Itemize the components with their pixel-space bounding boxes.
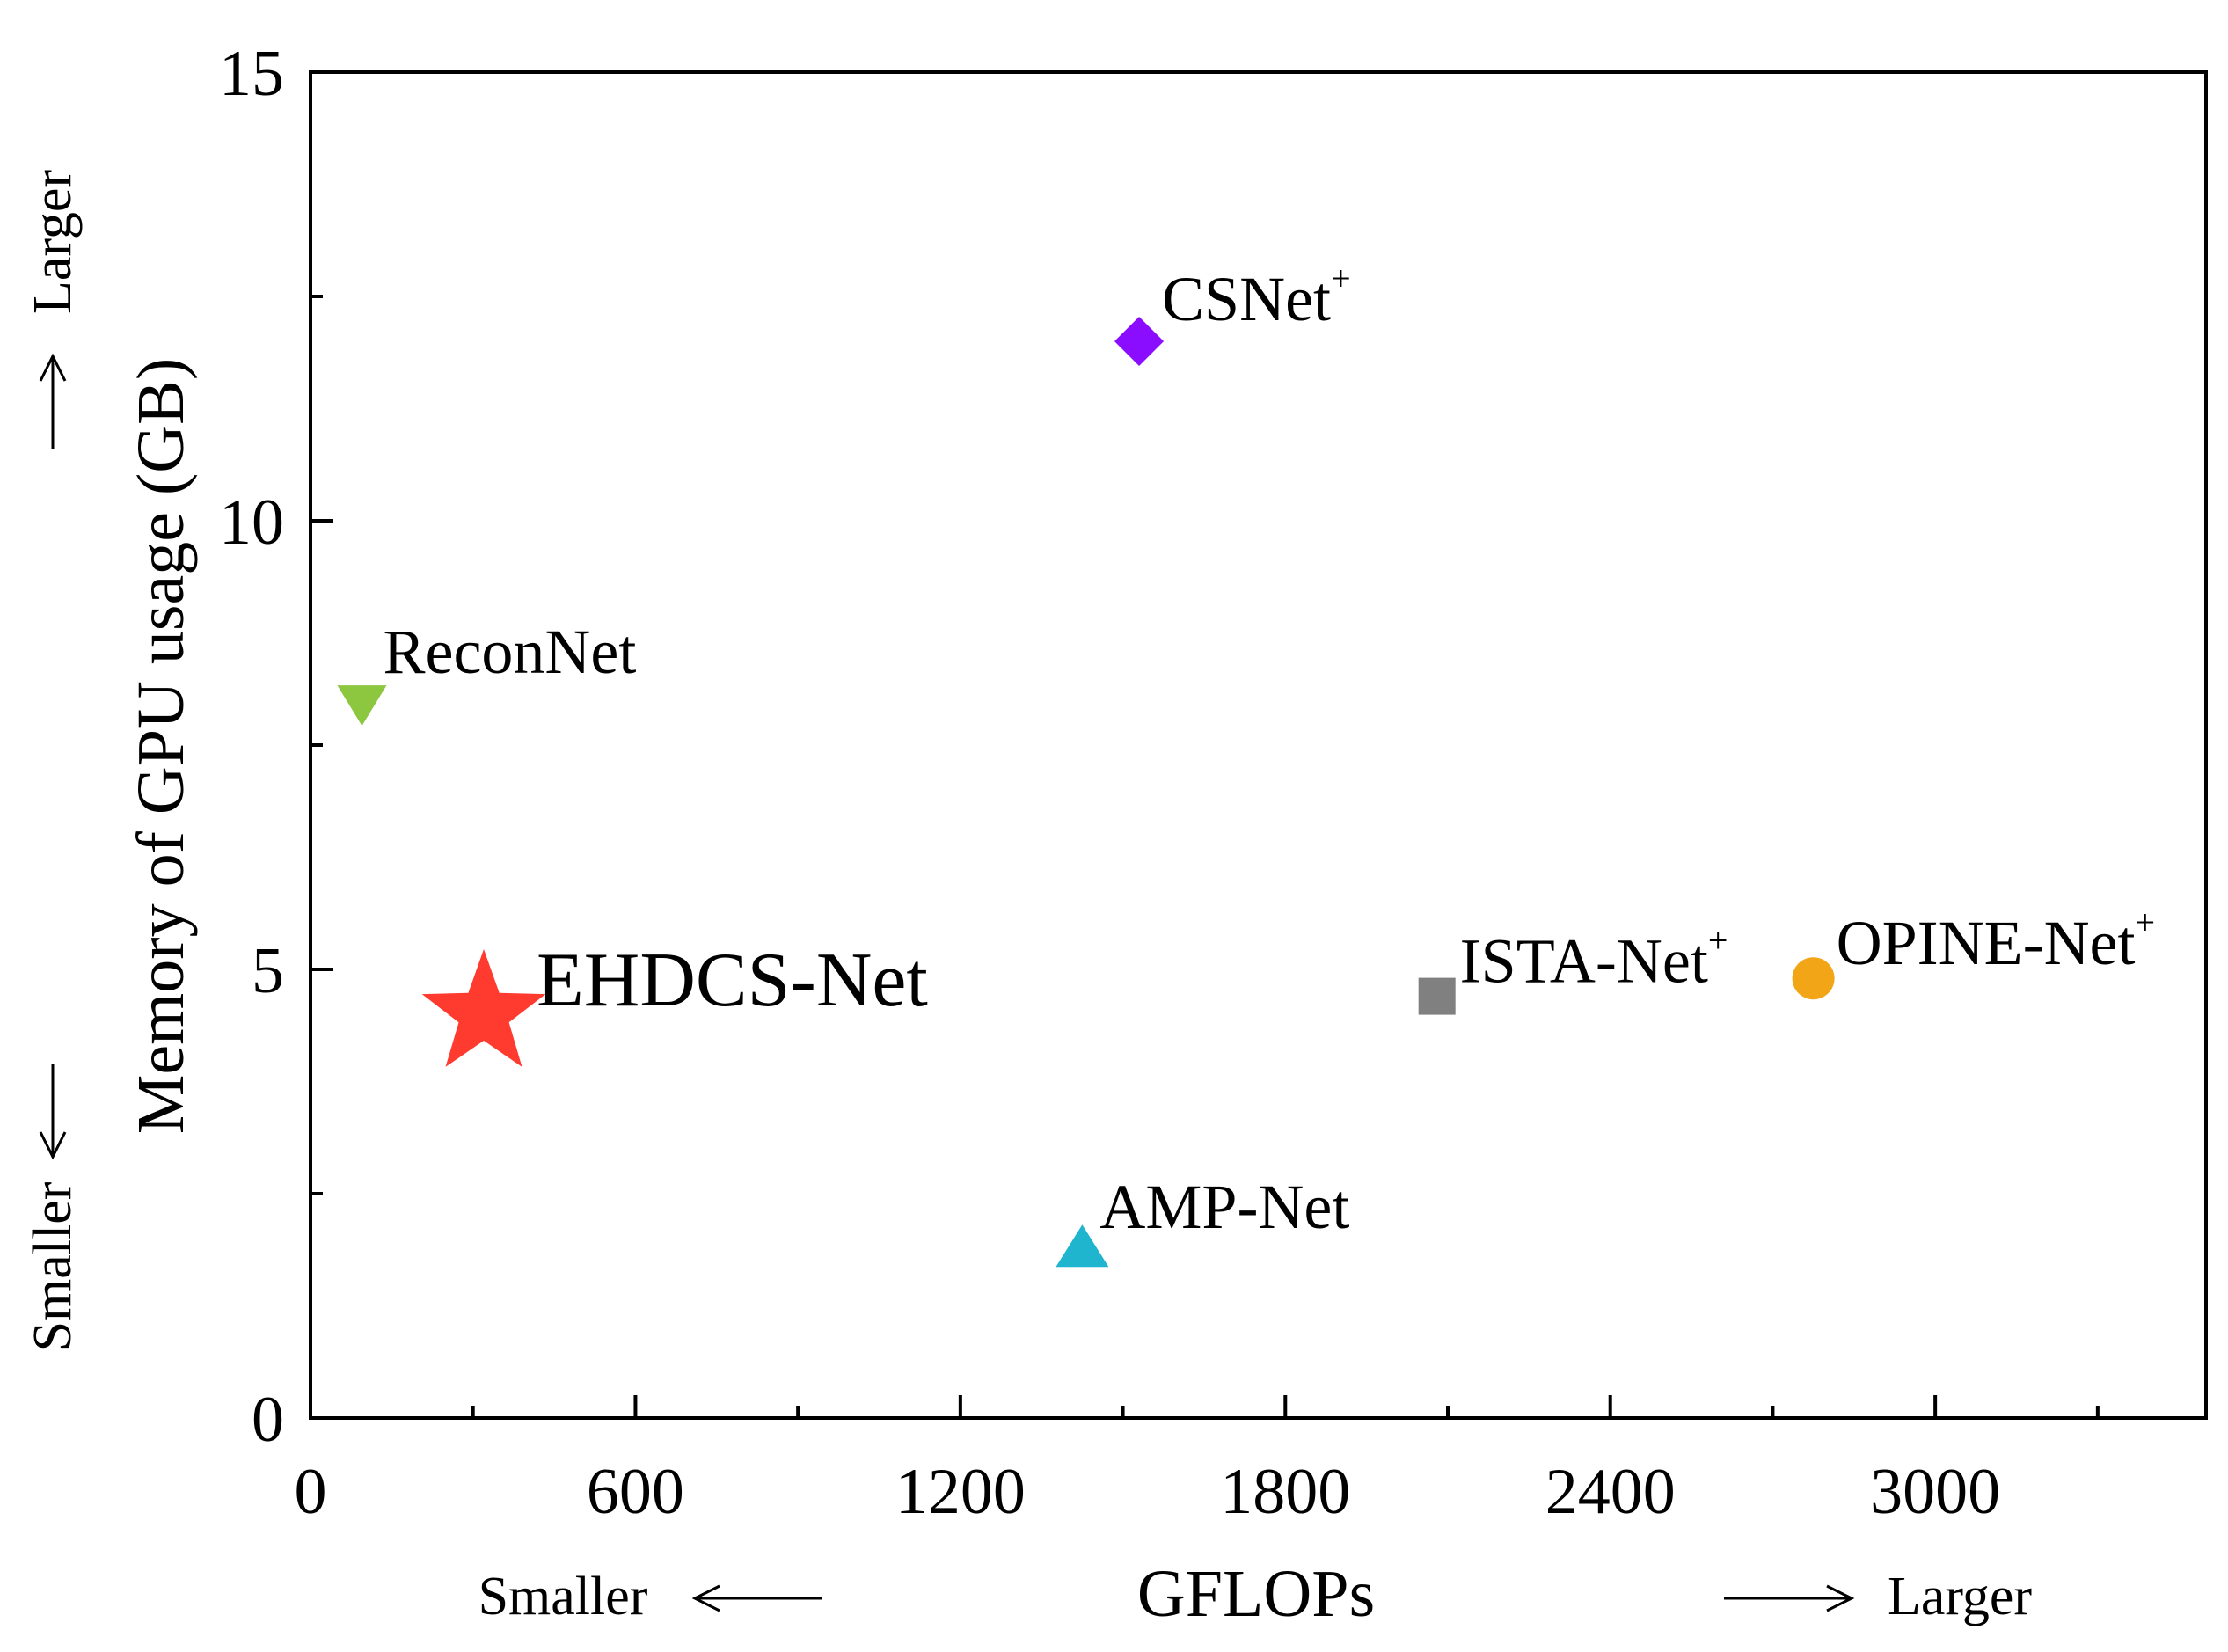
- point-reconnet: [337, 685, 387, 727]
- x-tick-label: 1200: [895, 1456, 1026, 1528]
- label-amp-net: AMP-Net: [1099, 1172, 1349, 1242]
- y-larger-arrowhead: [39, 353, 67, 382]
- point-opine-net: [1792, 957, 1835, 1000]
- y-smaller-arrowhead: [39, 1131, 67, 1160]
- x-smaller-label: Smaller: [478, 1567, 648, 1626]
- label-ehdcs-net: EHDCS-Net: [537, 938, 928, 1023]
- x-tick-label: 600: [587, 1456, 684, 1528]
- y-tick-label: 10: [219, 486, 284, 559]
- x-tick-label: 1800: [1220, 1456, 1350, 1528]
- y-tick-label: 5: [252, 935, 284, 1007]
- x-tick-label: 2400: [1545, 1456, 1676, 1528]
- x-larger-arrowhead: [1826, 1584, 1855, 1612]
- label-reconnet: ReconNet: [383, 617, 636, 687]
- point-labels: CSNet+ ReconNet EHDCS-Net ISTA-Net+ OPINE-Ne…: [383, 259, 2155, 1242]
- y-tick-label: 0: [252, 1384, 284, 1456]
- point-amp-net: [1056, 1224, 1109, 1268]
- point-csnet: [1114, 317, 1165, 366]
- x-tick-label: 0: [295, 1456, 327, 1528]
- data-points: [337, 317, 1835, 1268]
- point-ehdcs-net: [421, 949, 546, 1067]
- axes: 0 600 1200 1800 2400 3000 0 5 10 15 GFLOPs Memory o…: [23, 38, 2208, 1631]
- y-smaller-label: Smaller: [23, 1181, 83, 1351]
- label-opine-net: OPINE-Net+: [1837, 903, 2156, 978]
- y-axis-label: Memory of GPU usage (GB): [124, 358, 198, 1134]
- label-ista-net: ISTA-Net+: [1460, 921, 1728, 997]
- x-tick-label: 3000: [1870, 1456, 2000, 1528]
- x-axis-label: GFLOPs: [1137, 1557, 1375, 1631]
- x-larger-label: Larger: [1888, 1567, 2032, 1626]
- label-csnet: CSNet+: [1162, 259, 1351, 334]
- y-tick-label: 15: [219, 38, 284, 110]
- point-ista-net: [1418, 977, 1456, 1015]
- y-larger-label: Larger: [23, 170, 83, 314]
- x-smaller-arrowhead: [691, 1584, 720, 1612]
